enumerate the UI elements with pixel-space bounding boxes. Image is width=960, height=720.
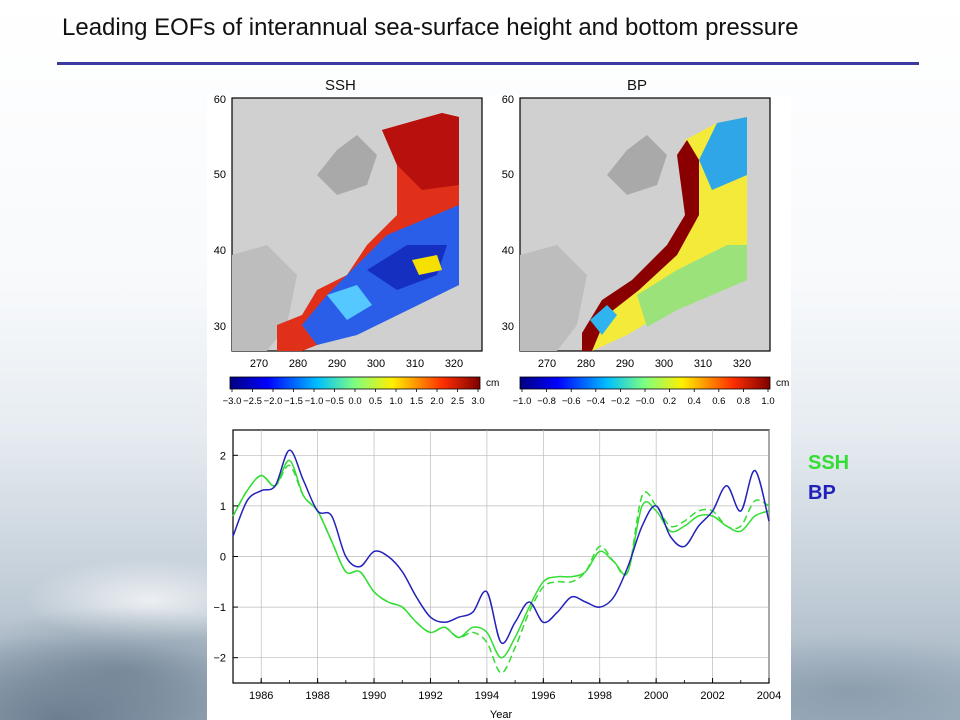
- colorbar-tick-label: −0.4: [586, 396, 605, 407]
- timeseries-xtick-label: 1986: [249, 690, 273, 702]
- ssh-lat-tick: 30: [214, 321, 226, 333]
- bp-colorbar-unit: cm: [776, 378, 789, 389]
- timeseries-xtick-label: 1988: [305, 690, 329, 702]
- eof-timeseries-chart: 1986 1988 1990 1992 1994 1996 1998 2000 2002 2004…: [213, 429, 781, 720]
- bp-lat-tick: 60: [502, 95, 514, 106]
- colorbar-tick-label: 0.4: [688, 396, 701, 407]
- ssh-colorbar-ticks: −3.0 −2.5 −2.0 −1.5 −1.0 −0.5 0.0 0.5 1.0 1.5 2.0 2…: [223, 389, 485, 407]
- bp-map: [519, 97, 771, 352]
- timeseries-ytick-label: 0: [220, 552, 226, 564]
- legend-ssh-label: SSH: [808, 452, 850, 474]
- bp-lat-tick: 40: [502, 245, 514, 257]
- timeseries-xtick-label: 1990: [362, 690, 386, 702]
- ssh-map-ocean-deepblue: [367, 245, 447, 290]
- colorbar-tick-label: −0.5: [325, 396, 344, 407]
- ssh-lat-tick: 60: [214, 95, 226, 106]
- series-line-1: [232, 464, 770, 674]
- ssh-map-ocean-yellow: [412, 255, 442, 275]
- bp-map-ocean-cyan: [590, 305, 617, 335]
- bp-lon-tick: 320: [733, 358, 751, 370]
- ssh-lat-tick: 50: [214, 169, 226, 181]
- eof-maps-figure: 60 50 40 30 270 280 290 300 310 320 cm −…: [214, 95, 790, 407]
- timeseries-grid: [233, 430, 770, 683]
- colorbar-tick-label: −0.6: [562, 396, 581, 407]
- ssh-lon-tick: 300: [367, 358, 385, 370]
- slide-title: Leading EOFs of interannual sea-surface …: [62, 14, 799, 41]
- timeseries-axes: 1986 1988 1990 1992 1994 1996 1998 2000 2002 2004…: [213, 450, 781, 702]
- colorbar-tick-label: 1.5: [410, 396, 423, 407]
- timeseries-xtick-label: 2000: [644, 690, 668, 702]
- bp-colorbar-ticks: −1.0 −0.8 −0.6 −0.4 −0.2 −0.0 0.2 0.4 0.6 0.8 1.0: [513, 389, 775, 407]
- bp-lon-tick: 310: [694, 358, 712, 370]
- bp-colorbar: [519, 376, 771, 390]
- bp-map-ocean-green: [637, 245, 747, 327]
- colorbar-tick-label: −2.5: [243, 396, 262, 407]
- ssh-colorbar-unit: cm: [486, 378, 499, 389]
- legend-bp-label: BP: [808, 482, 836, 504]
- colorbar-tick-label: −0.0: [636, 396, 655, 407]
- ssh-map-ocean-cyan: [327, 285, 372, 320]
- colorbar-tick-label: −1.5: [284, 396, 303, 407]
- timeseries-series: [232, 449, 770, 674]
- colorbar-tick-label: 1.0: [389, 396, 402, 407]
- ssh-lon-tick: 310: [406, 358, 424, 370]
- bp-lon-tick: 290: [616, 358, 634, 370]
- colorbar-tick-label: −3.0: [223, 396, 242, 407]
- colorbar-tick-label: 0.2: [663, 396, 676, 407]
- bp-lon-tick: 300: [655, 358, 673, 370]
- ssh-map-label: SSH: [325, 77, 356, 94]
- ssh-map-ocean-darkred: [382, 113, 459, 190]
- bp-map-ocean-darkred: [582, 140, 699, 351]
- timeseries-xtick-label: 1994: [475, 690, 499, 702]
- colorbar-tick-label: −1.0: [513, 396, 532, 407]
- ssh-map: [231, 97, 483, 352]
- bp-lon-tick: 270: [538, 358, 556, 370]
- bp-lon-tick: 280: [577, 358, 595, 370]
- bp-map-land-2: [607, 135, 667, 195]
- timeseries-xtick-label: 1998: [587, 690, 611, 702]
- ssh-lon-tick: 290: [328, 358, 346, 370]
- colorbar-tick-label: −0.2: [611, 396, 630, 407]
- colorbar-tick-label: 0.6: [712, 396, 725, 407]
- ssh-lon-tick: 320: [445, 358, 463, 370]
- timeseries-ytick-label: −2: [213, 653, 226, 665]
- timeseries-xtick-label: 1992: [418, 690, 442, 702]
- ssh-lat-tick: 40: [214, 245, 226, 257]
- legend-ssh: SSH: [808, 452, 849, 475]
- bp-map-ocean-blue: [699, 117, 747, 190]
- timeseries-xtick-label: 2002: [700, 690, 724, 702]
- colorbar-tick-label: −0.8: [537, 396, 556, 407]
- ssh-map-land-2: [317, 135, 377, 195]
- colorbar-tick-label: 2.0: [430, 396, 443, 407]
- timeseries-xtick-label: 2004: [757, 690, 781, 702]
- timeseries-ytick-label: −1: [213, 602, 226, 614]
- colorbar-tick-label: −2.0: [264, 396, 283, 407]
- colorbar-tick-label: 0.8: [737, 396, 750, 407]
- ssh-lon-tick: 270: [250, 358, 268, 370]
- ssh-colorbar: [229, 376, 481, 390]
- timeseries-ytick-label: 1: [220, 501, 226, 513]
- series-line-2: [232, 449, 770, 645]
- bp-lat-tick: 30: [502, 321, 514, 333]
- bp-map-label: BP: [627, 77, 648, 94]
- colorbar-tick-label: 0.5: [369, 396, 382, 407]
- timeseries-ytick-label: 2: [220, 450, 226, 462]
- bp-lat-tick: 50: [502, 169, 514, 181]
- ssh-lon-tick: 280: [289, 358, 307, 370]
- legend-bp: BP: [808, 482, 836, 505]
- timeseries-xtick-label: 1996: [531, 690, 555, 702]
- colorbar-tick-label: −1.0: [305, 396, 324, 407]
- timeseries-xlabel: Year: [490, 709, 513, 720]
- title-underline: [57, 62, 919, 65]
- bp-map-land: [520, 245, 587, 351]
- colorbar-tick-label: 3.0: [471, 396, 484, 407]
- colorbar-tick-label: 2.5: [451, 396, 464, 407]
- colorbar-tick-label: 1.0: [761, 396, 774, 407]
- colorbar-tick-label: 0.0: [348, 396, 361, 407]
